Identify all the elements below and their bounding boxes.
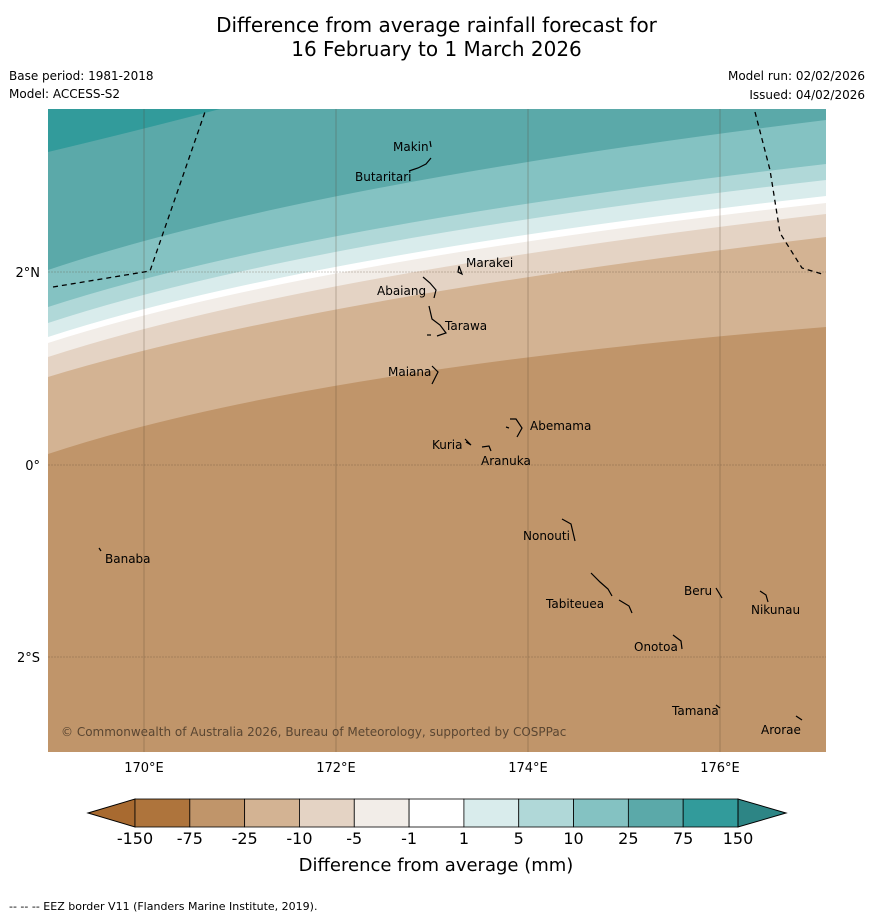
title-line-1: Difference from average rainfall forecas… — [216, 13, 657, 37]
colorbar-tick-label: 1 — [459, 829, 469, 848]
island-tamana-shape — [715, 704, 721, 709]
colorbar-tick-label: 75 — [673, 829, 693, 848]
colorbar: -150 -75 -25 -10 -5 -1 1 5 10 25 75 150 Difference … — [86, 798, 788, 876]
colorbar-swatch — [189, 798, 246, 828]
colorbar-swatch — [408, 798, 465, 828]
island-tabiteuea-north-shape — [590, 572, 613, 597]
colorbar-swatch — [573, 798, 629, 828]
colorbar-tick-label: 25 — [618, 829, 638, 848]
colorbar-label: Difference from average (mm) — [299, 855, 574, 876]
island-abemama-islet — [505, 426, 510, 429]
label-tarawa: Tarawa — [444, 319, 487, 333]
island-arorae-shape — [795, 715, 803, 721]
copyright-notice: © Commonwealth of Australia 2026, Bureau… — [61, 725, 566, 739]
colorbar-tick-label: -5 — [346, 829, 362, 848]
lon-label-176e: 176°E — [700, 761, 740, 776]
colorbar-swatches — [134, 798, 739, 828]
colorbar-tick-label: -25 — [232, 829, 258, 848]
island-aranuka-shape — [481, 445, 492, 452]
lat-label-2n: 2°N — [16, 266, 41, 281]
island-abemama-shape — [510, 418, 523, 438]
colorbar-under-arrow — [86, 798, 136, 828]
island-butaritari-shape — [408, 157, 432, 172]
colorbar-swatch — [627, 798, 684, 828]
model-run: Model run: 02/02/2026 — [727, 69, 865, 83]
label-tabiteuea: Tabiteuea — [545, 597, 604, 611]
label-abemama: Abemama — [530, 419, 591, 433]
colorbar-tick-label: -10 — [286, 829, 312, 848]
label-marakei: Marakei — [466, 256, 513, 270]
colorbar-swatch — [299, 798, 355, 828]
lon-label-170e: 170°E — [124, 761, 164, 776]
colorbar-swatch — [244, 798, 300, 828]
colorbar-tick-label: 10 — [563, 829, 583, 848]
label-arorae: Arorae — [761, 723, 801, 737]
colorbar-ticks: -150 -75 -25 -10 -5 -1 1 5 10 25 75 150 — [117, 829, 753, 848]
lon-label-172e: 172°E — [316, 761, 356, 776]
colorbar-tick-label: -1 — [401, 829, 417, 848]
island-tabiteuea-south-shape — [618, 599, 633, 614]
label-nonouti: Nonouti — [523, 529, 570, 543]
island-maiana-shape — [431, 365, 439, 385]
axis-labels: 170°E 172°E 174°E 176°E 2°N 0° 2°S — [16, 266, 740, 776]
base-period: Base period: 1981-2018 — [9, 69, 154, 83]
island-outlines — [98, 140, 803, 721]
island-banaba-shape — [98, 547, 102, 552]
label-beru: Beru — [684, 584, 712, 598]
colorbar-swatch — [518, 798, 574, 828]
lat-label-2s: 2°S — [17, 651, 40, 666]
island-beru-shape — [715, 587, 723, 599]
map-figure: Makin Butaritari Marakei Abaiang Tarawa … — [16, 109, 826, 876]
island-kuria-shape — [464, 438, 472, 446]
colorbar-tick-label: -150 — [117, 829, 153, 848]
island-nonouti-shape — [561, 518, 576, 542]
label-aranuka: Aranuka — [481, 454, 531, 468]
colorbar-swatch — [682, 798, 739, 828]
rainfall-anomaly-map: Makin Butaritari Marakei Abaiang Tarawa … — [48, 109, 826, 752]
island-makin-shape — [429, 140, 432, 148]
label-onotoa: Onotoa — [634, 640, 678, 654]
eez-border — [52, 109, 823, 288]
issued-date: Issued: 04/02/2026 — [749, 88, 865, 102]
label-banaba: Banaba — [105, 552, 151, 566]
label-maiana: Maiana — [388, 365, 431, 379]
colorbar-swatch — [134, 798, 191, 828]
title-line-2: 16 February to 1 March 2026 — [291, 37, 582, 61]
island-nikunau-shape — [759, 590, 769, 603]
band-plus-75 — [48, 109, 220, 152]
eez-footnote: -- -- -- EEZ border V11 (Flanders Marine… — [9, 900, 318, 913]
label-abaiang: Abaiang — [377, 284, 426, 298]
label-makin: Makin — [393, 140, 429, 154]
island-labels: Makin Butaritari Marakei Abaiang Tarawa … — [105, 140, 801, 737]
colorbar-tick-label: 150 — [723, 829, 754, 848]
label-tamana: Tamana — [671, 704, 719, 718]
label-nikunau: Nikunau — [751, 603, 800, 617]
colorbar-tick-label: 5 — [514, 829, 524, 848]
colorbar-swatch — [353, 798, 410, 828]
band-plus-25 — [48, 109, 826, 270]
lon-label-174e: 174°E — [508, 761, 548, 776]
colorbar-tick-label: -75 — [177, 829, 203, 848]
model-name: Model: ACCESS-S2 — [9, 87, 121, 101]
graticule — [48, 109, 826, 752]
lat-label-0: 0° — [25, 459, 40, 474]
island-onotoa-shape — [672, 634, 683, 650]
island-abaiang-shape — [422, 276, 437, 299]
label-kuria: Kuria — [432, 438, 463, 452]
island-marakei-shape — [457, 265, 464, 276]
colorbar-swatch — [463, 798, 520, 828]
island-tarawa-shape — [428, 305, 447, 337]
label-butaritari: Butaritari — [355, 170, 412, 184]
colorbar-over-arrow — [737, 798, 788, 828]
